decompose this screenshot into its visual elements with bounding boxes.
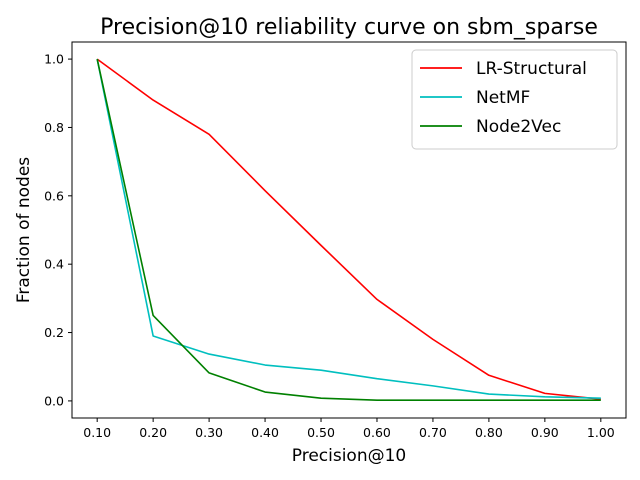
series-line-lr-structural bbox=[96, 58, 601, 400]
x-tick-label: 0.70 bbox=[419, 425, 447, 440]
y-tick-label: 0.0 bbox=[44, 393, 64, 408]
y-tick-label: 0.2 bbox=[44, 325, 64, 340]
plot-frame bbox=[71, 41, 627, 419]
y-tick-label: 0.4 bbox=[44, 257, 64, 272]
x-tick-label: 0.20 bbox=[139, 425, 167, 440]
legend-label-node2vec: Node2Vec bbox=[476, 117, 561, 137]
x-axis: 0.10 0.20 0.30 0.40 0.50 0.60 0.70 0.80 0.90 1.00 bbox=[83, 418, 615, 440]
x-tick-label: 0.10 bbox=[83, 425, 111, 440]
plot-area bbox=[96, 58, 601, 402]
y-axis-label: Fraction of nodes bbox=[14, 157, 34, 303]
legend-label-netmf: NetMF bbox=[476, 88, 530, 108]
y-tick-label: 0.6 bbox=[44, 188, 64, 203]
chart-title: Precision@10 reliability curve on sbm_sp… bbox=[100, 15, 598, 40]
x-tick-label: 0.60 bbox=[363, 425, 391, 440]
x-tick-label: 0.30 bbox=[195, 425, 223, 440]
x-tick-label: 0.50 bbox=[307, 425, 335, 440]
x-tick-label: 1.00 bbox=[587, 425, 615, 440]
x-axis-label: Precision@10 bbox=[292, 446, 406, 466]
legend: LR-Structural NetMF Node2Vec bbox=[411, 49, 618, 150]
series-line-node2vec bbox=[96, 58, 601, 402]
y-axis: 0.0 0.2 0.4 0.6 0.8 1.0 bbox=[44, 52, 72, 408]
x-tick-label: 0.80 bbox=[475, 425, 503, 440]
x-tick-label: 0.90 bbox=[531, 425, 559, 440]
legend-box bbox=[411, 49, 618, 150]
x-tick-label: 0.40 bbox=[251, 425, 279, 440]
y-tick-label: 0.8 bbox=[44, 120, 64, 135]
legend-label-lr-structural: LR-Structural bbox=[476, 59, 587, 79]
y-tick-label: 1.0 bbox=[44, 52, 64, 67]
